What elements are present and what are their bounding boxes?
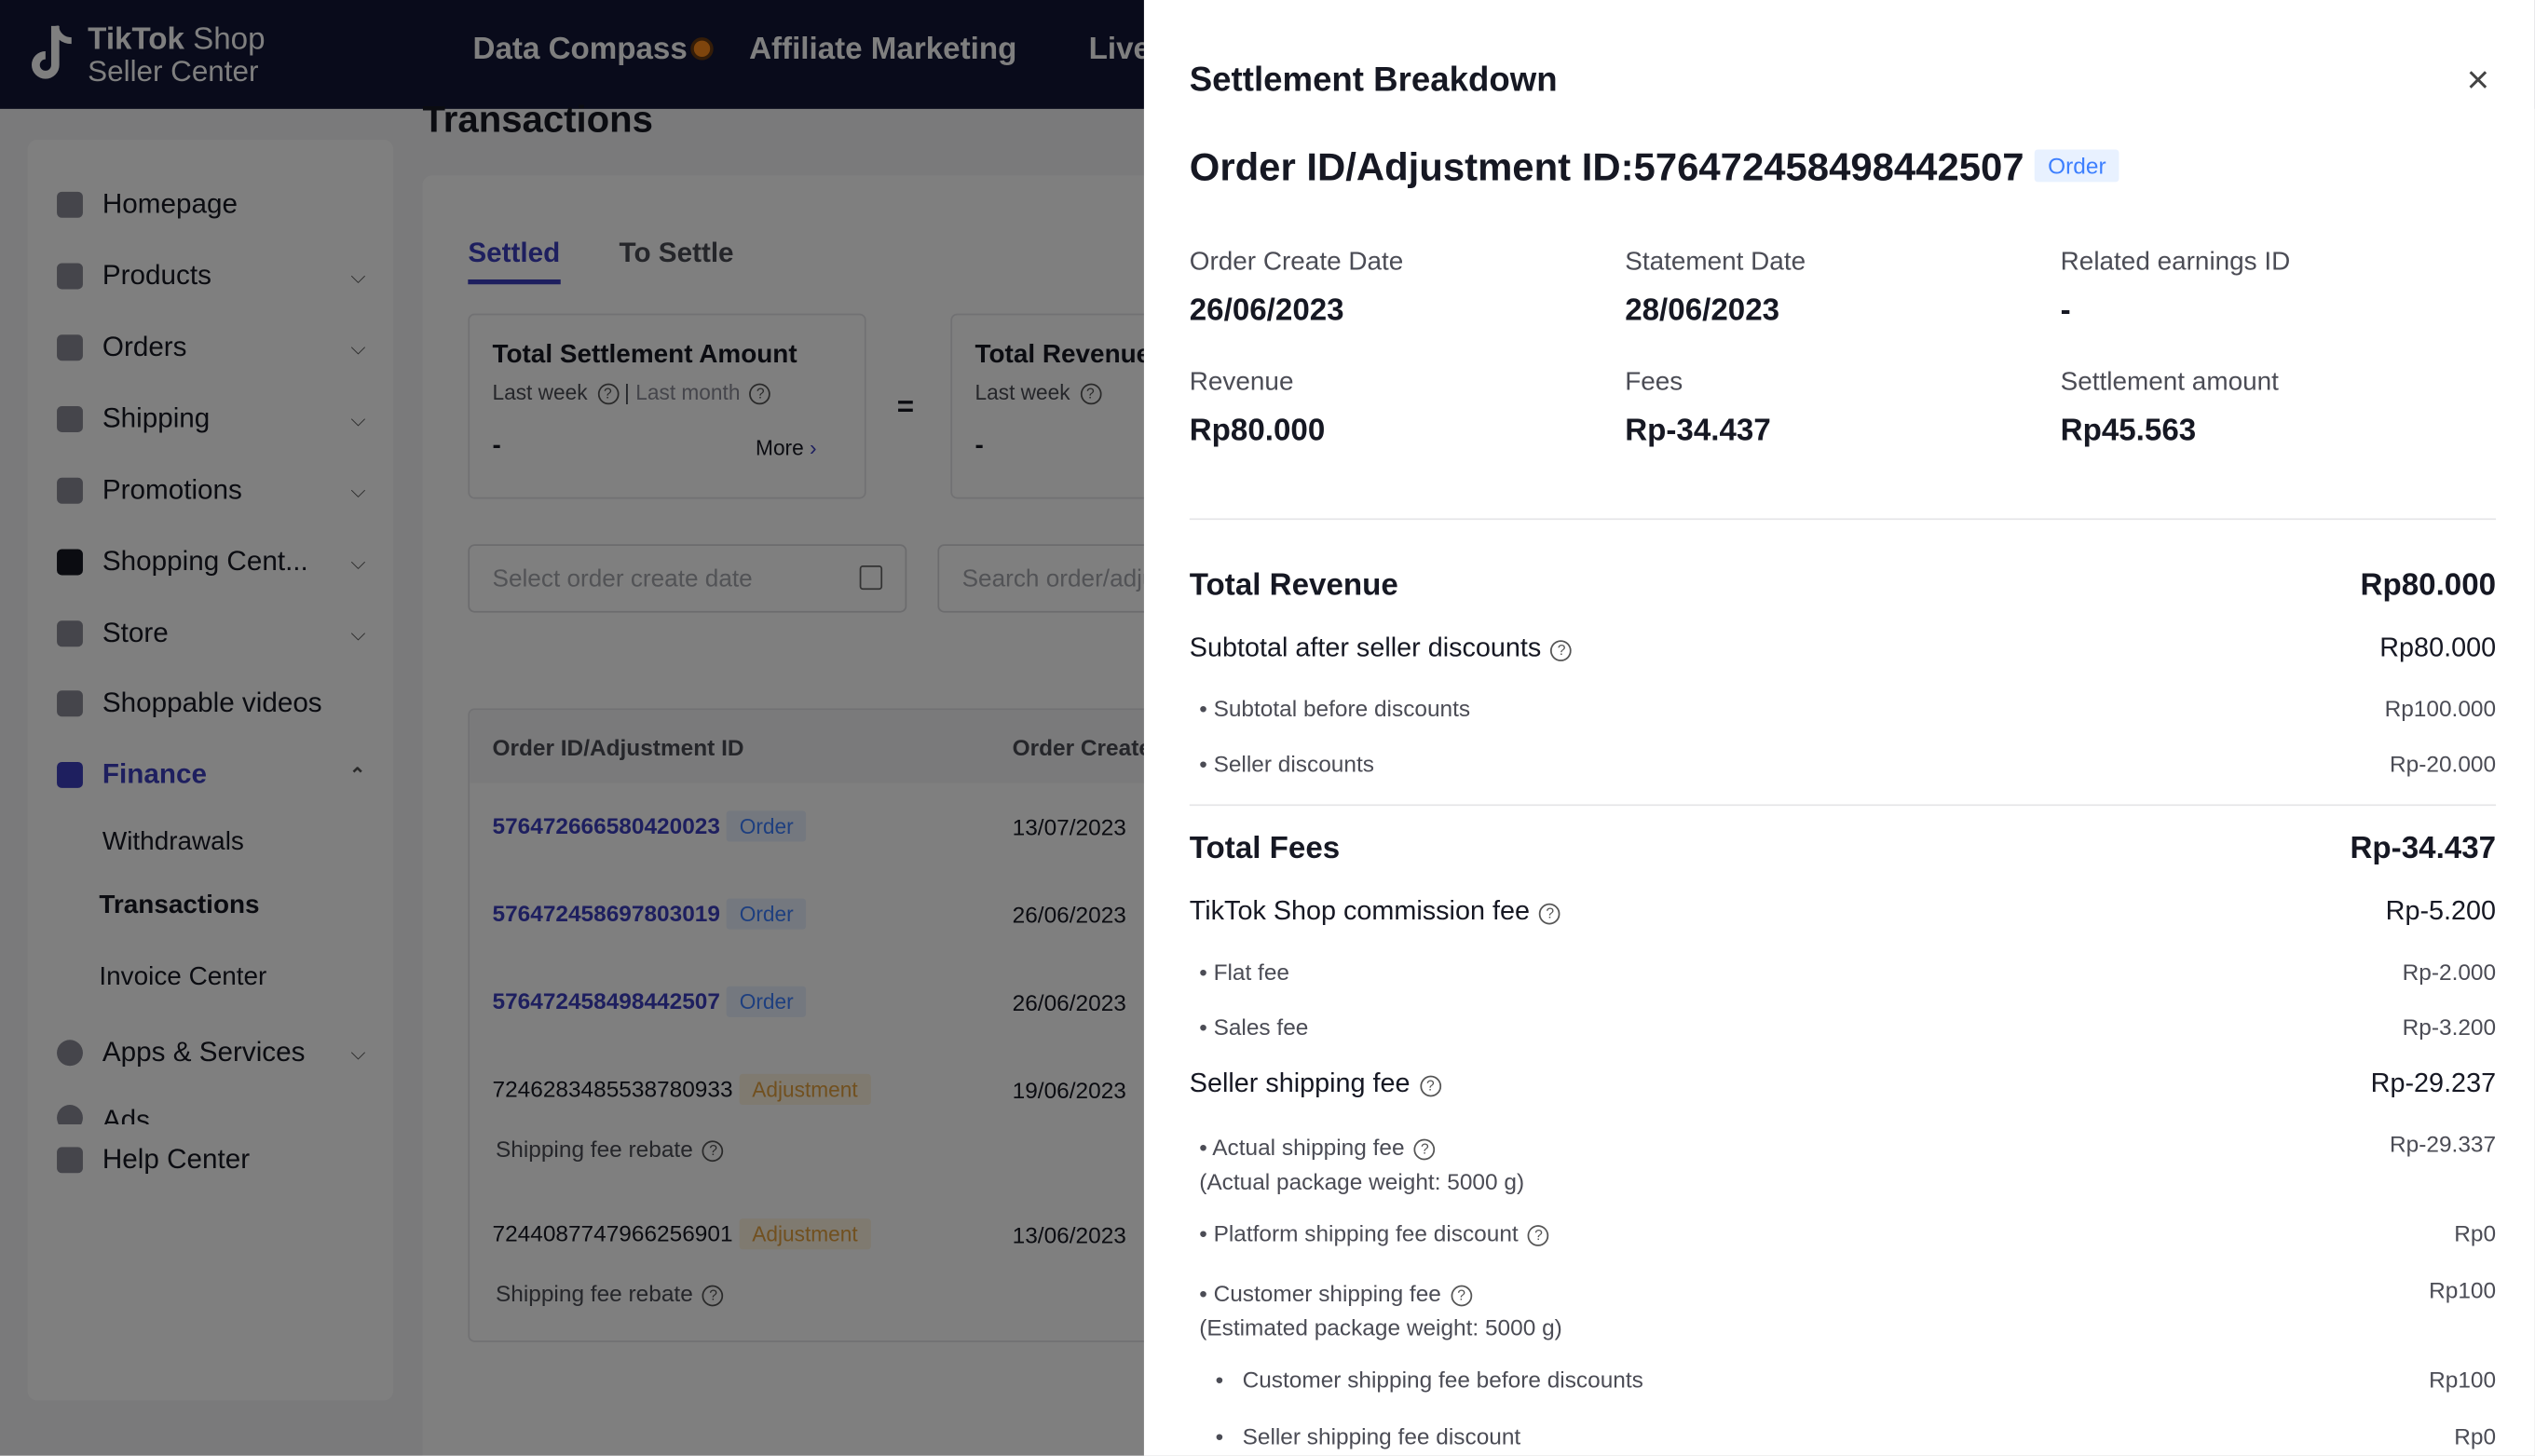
revenue-label: Revenue (1189, 368, 1294, 397)
order-tag: Order (2035, 149, 2119, 183)
actual-shipping-row: • Actual shipping fee? (Actual package we… (1199, 1130, 2497, 1194)
value: Rp100 (2429, 1366, 2497, 1393)
customer-shipping-row: • Customer shipping fee? (Estimated packa… (1199, 1276, 2497, 1340)
customer-before-row: • Customer shipping fee before discounts… (1215, 1366, 2497, 1393)
note: (Actual package weight: 5000 g) (1199, 1168, 1525, 1194)
divider (1189, 804, 2497, 807)
order-id: Order ID/Adjustment ID:57647245849844250… (1189, 145, 2024, 191)
value: Rp100 (2429, 1276, 2497, 1303)
seller-discounts-row: • Seller discounts Rp-20.000 (1199, 750, 2497, 777)
statement-date-value: 28/06/2023 (1625, 293, 1780, 329)
value: Rp-2.000 (2402, 959, 2497, 985)
close-icon[interactable]: × (2466, 58, 2490, 102)
value: Rp80.000 (2360, 568, 2497, 604)
label: Customer shipping fee before discounts (1242, 1366, 1643, 1393)
help-icon[interactable]: ? (1414, 1138, 1436, 1161)
label: TikTok Shop commission fee (1189, 896, 1530, 927)
value: Rp-5.200 (2385, 896, 2497, 927)
value: Rp0 (2454, 1219, 2497, 1246)
total-revenue-row: Total Revenue Rp80.000 (1190, 568, 2496, 604)
value: Rp-34.437 (2350, 832, 2497, 866)
value: Rp-3.200 (2402, 1014, 2497, 1041)
help-icon[interactable]: ? (1528, 1225, 1549, 1246)
divider (1189, 518, 2497, 521)
fees-value: Rp-34.437 (1625, 414, 1771, 449)
label: Sales fee (1213, 1014, 1309, 1041)
flat-fee-row: • Flat fee Rp-2.000 (1199, 959, 2497, 985)
subtotal-after-row: Subtotal after seller discounts? Rp80.000 (1190, 633, 2496, 664)
help-icon[interactable]: ? (1550, 640, 1573, 661)
commission-row: TikTok Shop commission fee? Rp-5.200 (1190, 897, 2496, 928)
settlement-amount-label: Settlement amount (2060, 368, 2279, 397)
total-fees-row: Total Fees Rp-34.437 (1190, 832, 2496, 867)
label: Platform shipping fee discount (1213, 1219, 1519, 1246)
statement-date-label: Statement Date (1625, 248, 1806, 277)
value: Rp100.000 (2384, 695, 2497, 722)
drawer-title: Settlement Breakdown (1189, 61, 1558, 100)
label: Subtotal after seller discounts (1189, 633, 1542, 663)
label: Customer shipping fee (1213, 1280, 1441, 1307)
order-create-date-value: 26/06/2023 (1189, 293, 1344, 329)
sales-fee-row: • Sales fee Rp-3.200 (1199, 1014, 2497, 1041)
value: Rp80.000 (2379, 633, 2497, 663)
revenue-value: Rp80.000 (1189, 414, 1326, 449)
settlement-amount-value: Rp45.563 (2060, 414, 2197, 449)
note: (Estimated package weight: 5000 g) (1199, 1314, 1562, 1340)
label: Seller shipping fee discount (1242, 1422, 1521, 1449)
order-create-date-label: Order Create Date (1189, 248, 1404, 277)
label: Actual shipping fee (1212, 1134, 1405, 1161)
value: Rp-29.337 (2390, 1130, 2497, 1157)
subtotal-before-row: • Subtotal before discounts Rp100.000 (1199, 695, 2497, 722)
platform-discount-row: • Platform shipping fee discount? Rp0 (1199, 1219, 2497, 1246)
help-icon[interactable]: ? (1451, 1285, 1473, 1307)
value: Rp0 (2454, 1422, 2497, 1449)
seller-shipping-row: Seller shipping fee? Rp-29.237 (1190, 1069, 2496, 1100)
help-icon[interactable]: ? (1420, 1075, 1441, 1097)
label: Subtotal before discounts (1213, 695, 1471, 722)
order-id-heading: Order ID/Adjustment ID:57647245849844250… (1190, 146, 2119, 192)
label: Flat fee (1213, 959, 1290, 985)
label: Total Revenue (1189, 568, 1398, 604)
label: Seller shipping fee (1189, 1068, 1411, 1099)
label: Total Fees (1189, 832, 1341, 866)
help-icon[interactable]: ? (1539, 903, 1561, 925)
related-earnings-id-value: - (2060, 293, 2071, 329)
fees-label: Fees (1625, 368, 1683, 397)
seller-ship-discount-row: • Seller shipping fee discount Rp0 (1215, 1422, 2497, 1449)
related-earnings-id-label: Related earnings ID (2060, 248, 2291, 277)
value: Rp-29.237 (2370, 1068, 2497, 1099)
value: Rp-20.000 (2390, 750, 2497, 777)
settlement-breakdown-drawer: Settlement Breakdown × Order ID/Adjustme… (1143, 0, 2535, 1456)
label: Seller discounts (1213, 750, 1374, 777)
